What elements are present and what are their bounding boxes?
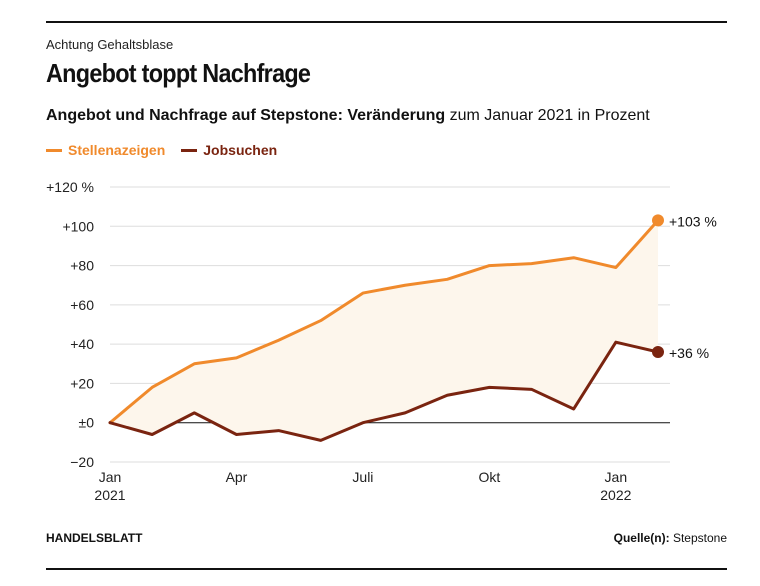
legend-item-jobsuchen: Jobsuchen: [181, 142, 277, 158]
subtitle-bold: Angebot und Nachfrage auf Stepstone: Ver…: [46, 107, 446, 124]
x-tick-year-0: 2021: [94, 487, 125, 503]
series-endpoint-1: [652, 346, 664, 358]
y-tick-label-2: +80: [70, 258, 94, 274]
y-tick-label-5: +20: [70, 375, 94, 391]
legend-item-stellen: Stellenazeigen: [46, 142, 165, 158]
legend-swatch-stellen: [46, 148, 62, 152]
series-line-1: [108, 340, 660, 442]
footer-source: Quelle(n): Stepstone: [614, 531, 727, 545]
top-rule: [46, 21, 727, 23]
series-end-label-1: +36 %: [669, 345, 709, 361]
x-tick-year-4: 2022: [600, 487, 631, 503]
y-tick-label-0: +120 %: [46, 179, 94, 195]
legend-swatch-jobsuchen: [181, 148, 198, 152]
footer-brand: HANDELSBLATT: [46, 531, 143, 545]
legend-label-jobsuchen: Jobsuchen: [203, 142, 278, 158]
kicker: Achtung Gehaltsblase: [46, 37, 174, 52]
y-tick-label-4: +40: [70, 336, 94, 352]
y-tick-label-7: −20: [70, 454, 94, 470]
y-tick-label-6: ±0: [79, 415, 95, 431]
x-tick-label-0: Jan: [99, 469, 122, 485]
chart-subtitle: Angebot und Nachfrage auf Stepstone: Ver…: [46, 107, 650, 125]
x-tick-label-3: Okt: [478, 469, 500, 485]
legend-label-stellen: Stellenazeigen: [68, 142, 166, 158]
x-tick-label-4: Jan: [605, 469, 628, 485]
y-tick-label-1: +100: [62, 218, 94, 234]
bottom-rule: [46, 568, 727, 570]
chart-title: Angebot toppt Nachfrage: [46, 58, 311, 88]
source-value: Stepstone: [669, 531, 727, 545]
source-label: Quelle(n):: [613, 531, 670, 545]
y-tick-label-3: +60: [70, 297, 94, 313]
area-between-series: [110, 220, 658, 441]
series-end-label-0: +103 %: [669, 213, 717, 229]
x-tick-label-1: Apr: [226, 469, 248, 485]
x-tick-label-2: Juli: [352, 469, 373, 485]
series-line-0: [108, 218, 660, 425]
legend: Stellenazeigen Jobsuchen: [46, 142, 277, 158]
subtitle-rest: zum Januar 2021 in Prozent: [445, 107, 650, 124]
series-endpoint-0: [652, 214, 664, 227]
